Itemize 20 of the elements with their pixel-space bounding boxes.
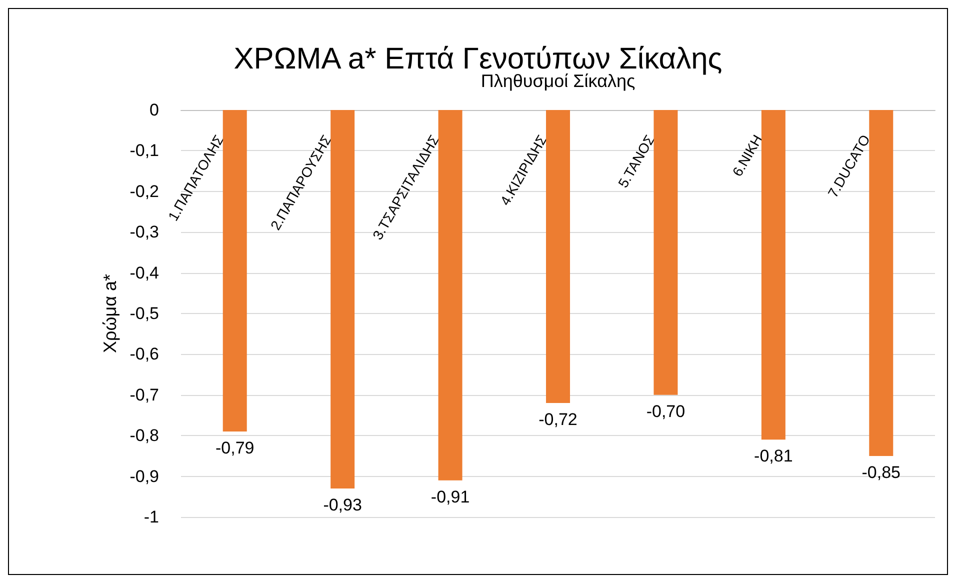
data-label: -0,81 xyxy=(754,446,793,466)
data-label: -0,91 xyxy=(430,487,470,506)
data-label: -0,72 xyxy=(538,410,578,430)
y-tick-label: -0,5 xyxy=(130,304,159,323)
y-tick-label: -0,6 xyxy=(130,344,159,364)
y-tick-label: -0,3 xyxy=(130,222,159,242)
y-axis-title: Χρώμα a* xyxy=(100,274,120,354)
x-axis-title: Πληθυσμοί Σίκαλης xyxy=(480,71,636,91)
y-tick-label: -0,9 xyxy=(130,466,159,486)
y-tick-label: -0,4 xyxy=(130,263,159,282)
y-tick-label: 0 xyxy=(150,100,159,120)
data-label: -0,79 xyxy=(215,438,254,458)
y-tick-label: -0,7 xyxy=(130,385,159,404)
y-tick-label: -1 xyxy=(144,508,159,526)
data-label: -0,70 xyxy=(646,402,686,421)
y-tick-label: -0,2 xyxy=(130,182,159,201)
y-tick-label: -0,8 xyxy=(130,426,159,446)
y-tick-label: -0,1 xyxy=(130,141,159,160)
data-label: -0,85 xyxy=(862,462,901,482)
data-label: -0,93 xyxy=(323,496,362,515)
